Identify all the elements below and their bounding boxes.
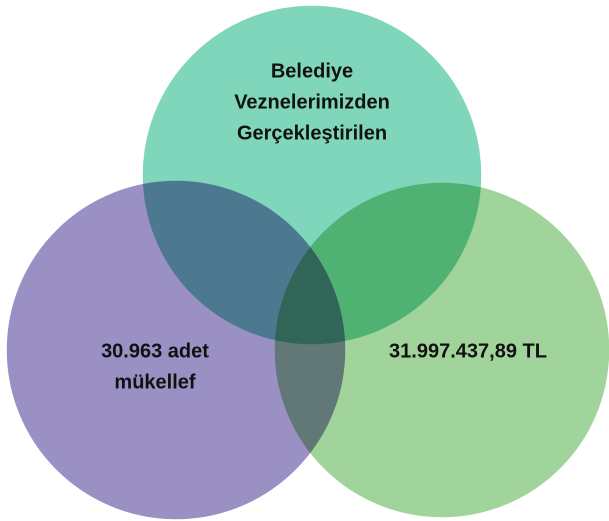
- labels: Belediye Veznelerimizden Gerçekleştirilen 3…: [101, 60, 547, 393]
- circles: [5, 4, 609, 521]
- node-label: Gerçekleştirilen: [237, 122, 387, 144]
- node-label: mükellef: [114, 371, 195, 393]
- right-circle: [273, 181, 609, 519]
- node-label: Belediye: [271, 60, 353, 82]
- node-label: 31.997.437,89 TL: [389, 340, 547, 362]
- node-label: 30.963 adet: [101, 340, 209, 362]
- node-label: Veznelerimizden: [234, 91, 390, 113]
